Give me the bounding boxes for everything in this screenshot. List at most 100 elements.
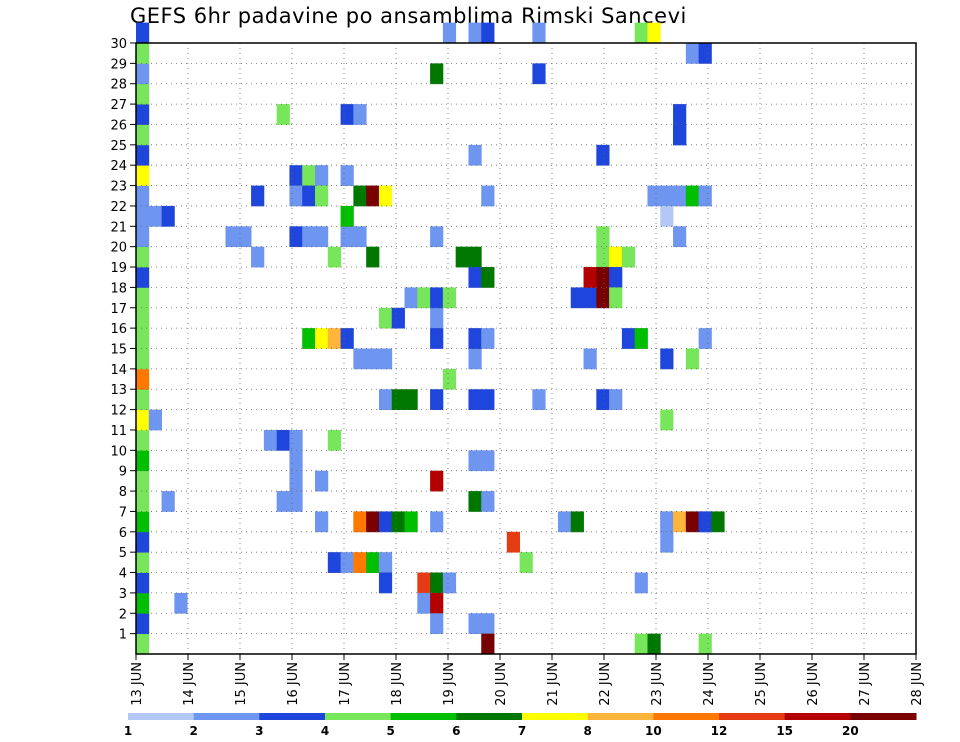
heatmap-cell [711,511,725,533]
heatmap-cell [302,185,316,207]
heatmap-cell [570,511,584,533]
heatmap-cell [315,328,329,349]
heatmap-cell [481,328,495,349]
y-tick-label: 19 [110,261,127,276]
heatmap-cell [136,572,150,594]
heatmap-cell [673,511,687,533]
y-tick-label: 18 [110,281,127,296]
heatmap-cell [583,287,597,309]
heatmap-cell [136,409,150,431]
y-tick-label: 23 [110,180,127,195]
x-tick-label: 14 JUN [182,662,197,706]
heatmap-cell [685,185,700,207]
heatmap-cell [621,246,636,268]
heatmap-cell [596,246,610,268]
heatmap-cell [136,592,150,614]
heatmap-cell [634,572,648,594]
legend-swatch [653,713,720,720]
heatmap-cell [430,63,444,85]
heatmap-cell [174,592,188,614]
heatmap-cell [136,429,150,451]
heatmap-cell [557,511,572,533]
heatmap-cell [481,185,495,207]
heatmap-cell [289,491,303,512]
legend-label: 8 [583,724,591,738]
heatmap-cell [315,185,329,207]
y-tick-label: 13 [110,383,127,398]
y-tick-label: 14 [110,363,127,378]
heatmap-cell [660,409,674,431]
heatmap-cell [468,613,482,635]
legend-swatch [522,713,589,720]
heatmap-cell [136,613,150,635]
heatmap-cell [136,287,150,309]
heatmap-cell [570,287,584,309]
heatmap-cell [136,226,150,248]
heatmap-cell [634,328,648,349]
legend-label: 5 [386,724,394,738]
heatmap-cell [417,287,431,309]
heatmap-cell [519,552,533,573]
grid-layer [136,42,916,654]
heatmap-cell [136,205,150,227]
heatmap-cell [481,450,495,472]
heatmap-cell [430,328,444,349]
heatmap-cell [609,287,623,309]
heatmap-cell [315,226,329,248]
y-tick-label: 5 [119,546,127,561]
x-tick-label: 17 JUN [338,662,353,706]
y-tick-label: 2 [119,607,127,622]
heatmap-cell [136,104,150,125]
heatmap-cell [136,389,150,410]
heatmap-cell [136,470,150,492]
y-tick-label: 27 [110,98,127,113]
heatmap-cell [340,328,354,349]
heatmap-cell [136,246,150,268]
y-tick-label: 28 [110,78,127,93]
heatmap-cell [136,511,150,533]
legend-label: 1 [124,724,132,738]
heatmap-cell [647,22,661,44]
x-tick-label: 13 JUN [130,662,145,706]
heatmap-cell [430,511,444,533]
heatmap-cell [391,389,405,410]
heatmap-cell [340,226,354,248]
chart-title: GEFS 6hr padavine po ansamblima Rimski S… [130,4,687,28]
heatmap-cell [353,348,367,370]
heatmap-cell [455,246,469,268]
x-tick-label: 24 JUN [702,662,717,706]
heatmap-cell [442,22,457,44]
x-tick-label: 18 JUN [390,662,405,706]
y-tick-label: 4 [119,567,127,582]
heatmap-cell [136,531,150,553]
legend-label: 2 [189,724,197,738]
heatmap-cell [276,429,290,451]
x-axis: 13 JUN 14 JUN 15 JUN 16 JUN 17 JUN 18 JUN 19 J… [130,654,925,706]
heatmap-cell [660,205,674,227]
y-tick-label: 3 [119,587,127,602]
heatmap-cell [136,633,150,655]
heatmap-cell [660,185,674,207]
y-tick-label: 25 [110,139,127,154]
heatmap-cell [481,491,495,512]
heatmap-cell [225,226,239,248]
heatmap-cell [366,185,380,207]
heatmap-cell [136,144,150,166]
heatmap-cell [673,226,687,248]
heatmap-cell [609,246,623,268]
heatmap-cell [302,226,316,248]
legend-label: 20 [842,724,859,738]
legend-label: 15 [776,724,793,738]
legend-swatch [325,713,392,720]
heatmap-cell [481,633,495,655]
heatmap-cell [315,511,329,533]
heatmap-cell [481,22,495,44]
x-tick-label: 22 JUN [598,662,613,706]
legend-label: 6 [452,724,460,738]
heatmap-cell [468,328,482,349]
legend: 1 2 3 4 5 6 7 8 10 12 15 20 [124,713,917,738]
y-tick-label: 29 [110,57,127,72]
legend-swatch [587,713,654,720]
heatmap-cell [468,450,482,472]
heatmap-cell [442,287,457,309]
